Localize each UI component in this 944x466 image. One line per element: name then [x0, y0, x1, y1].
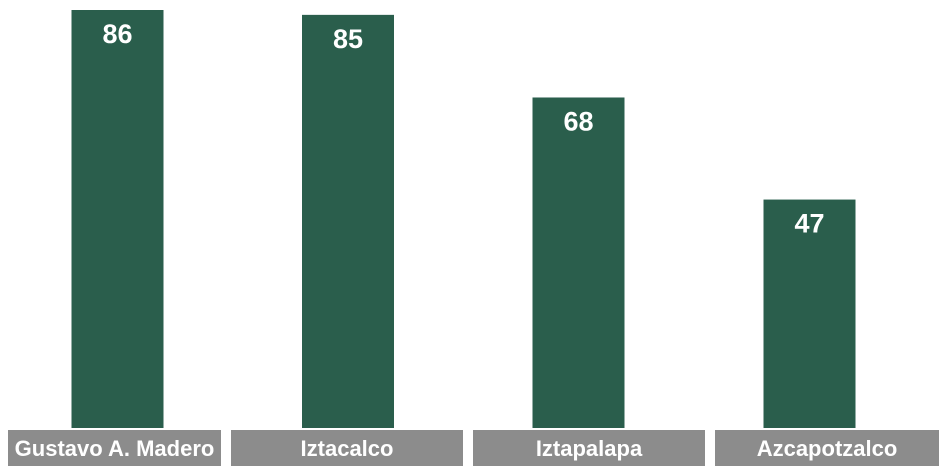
category-box-4 [715, 430, 939, 466]
data-label-4: 47 [794, 209, 824, 239]
data-label-2: 85 [333, 24, 363, 54]
bars-group: 86 85 68 47 [71, 10, 856, 428]
bar-2 [302, 14, 394, 428]
category-box-2 [231, 430, 463, 466]
category-label-4: Azcapotzalco [757, 436, 898, 461]
category-label-3: Iztapalapa [536, 436, 643, 461]
category-box-3 [473, 430, 705, 466]
data-label-1: 86 [102, 19, 132, 49]
category-box-1 [8, 430, 221, 466]
data-label-3: 68 [563, 106, 593, 136]
category-labels-group: Gustavo A. Madero Iztacalco Iztapalapa Azca… [8, 430, 939, 466]
category-label-1: Gustavo A. Madero [15, 436, 215, 461]
bar-3 [532, 97, 625, 428]
category-label-2: Iztacalco [301, 436, 394, 461]
bar-4 [763, 199, 856, 428]
bar-1 [71, 10, 164, 428]
